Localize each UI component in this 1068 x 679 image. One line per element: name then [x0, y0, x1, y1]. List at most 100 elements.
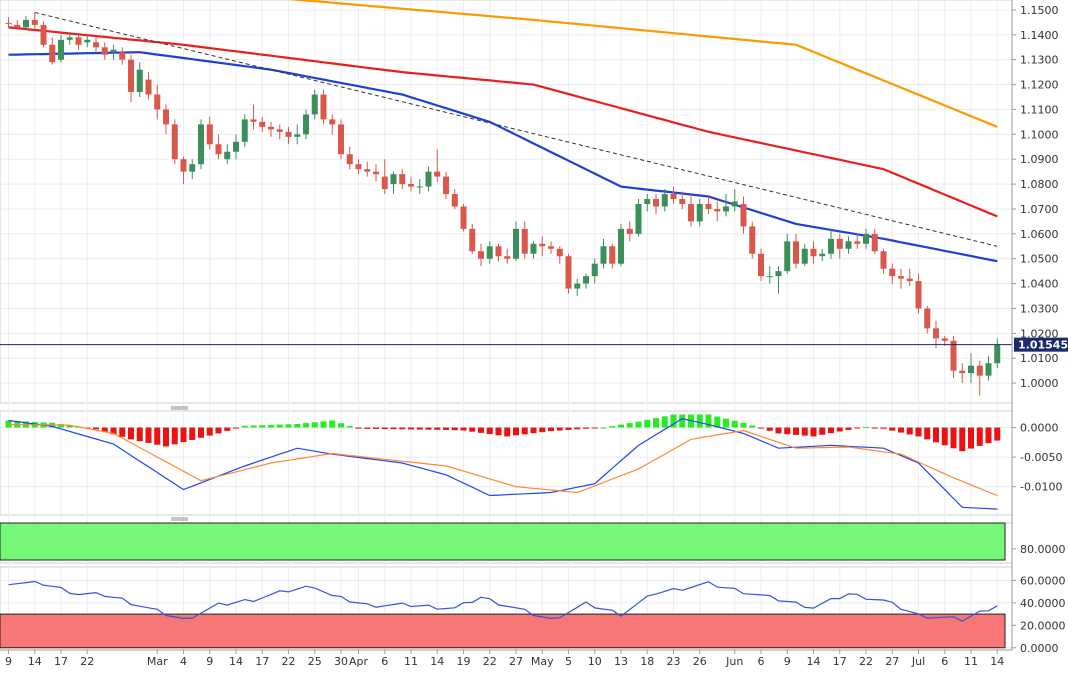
macd-histogram-bar — [731, 420, 738, 428]
candle-body — [189, 164, 196, 172]
candle-body — [224, 151, 231, 160]
candle-body — [31, 19, 38, 25]
macd-histogram-bar — [399, 427, 406, 430]
candle — [311, 89, 318, 120]
macd-histogram-bar — [145, 427, 152, 443]
candle-body — [924, 308, 931, 329]
candle — [381, 159, 388, 195]
candle — [66, 32, 73, 45]
candle — [740, 196, 747, 234]
macd-histogram-bar — [845, 427, 852, 430]
macd-histogram-bar — [819, 427, 826, 435]
candle-body — [985, 363, 992, 376]
candle — [968, 353, 974, 384]
moving-average-blue — [8, 51, 998, 263]
macd-histogram-bar — [994, 427, 1001, 441]
x-tick-label: 22 — [80, 655, 94, 668]
candle-body — [66, 37, 73, 40]
macd-histogram-bar — [836, 427, 843, 432]
candle-body — [14, 24, 21, 28]
candle-body — [898, 276, 904, 279]
candle — [898, 268, 904, 289]
candle — [723, 194, 729, 217]
price-tick-label: 1.0100 — [1020, 352, 1059, 365]
candle — [75, 34, 82, 50]
candle — [626, 221, 633, 242]
candle-body — [968, 365, 974, 374]
candle — [889, 263, 896, 284]
candle-body — [635, 203, 642, 234]
macd-histogram-bar — [320, 421, 327, 428]
macd-histogram-bar — [154, 427, 161, 445]
candle-body — [58, 39, 64, 60]
candle-body — [539, 243, 546, 247]
macd-histogram-bar — [338, 423, 344, 428]
candle-body — [801, 248, 808, 264]
macd-histogram-bar — [828, 427, 834, 434]
macd-tick-label: -0.0050 — [1020, 451, 1062, 464]
macd-histogram-bar — [224, 427, 231, 431]
candle-body — [513, 228, 519, 259]
candle — [23, 16, 29, 30]
x-tick-label: 17 — [833, 655, 847, 668]
candle-body — [889, 268, 896, 277]
macd-histogram-bar — [495, 427, 502, 436]
macd-histogram-bar — [565, 427, 572, 430]
candle — [801, 243, 808, 267]
candle — [521, 221, 528, 259]
candle-body — [653, 199, 659, 207]
macd-histogram-bar — [119, 427, 126, 437]
macd-histogram-bar — [5, 420, 12, 428]
macd-histogram-bar — [539, 427, 546, 433]
x-tick-label: 17 — [54, 655, 68, 668]
oscillator-line — [8, 580, 998, 622]
macd-histogram-bar — [303, 423, 309, 428]
macd-histogram-bar — [600, 427, 607, 429]
candle-body — [758, 253, 764, 277]
macd-histogram-bar — [801, 427, 808, 436]
x-tick-label: 22 — [483, 655, 497, 668]
candle — [189, 159, 196, 180]
x-tick-label: 9 — [206, 655, 213, 668]
candle-body — [119, 52, 126, 60]
macd-histogram-bar — [233, 427, 239, 429]
candle-body — [714, 208, 721, 212]
green-indicator-band — [0, 522, 1006, 561]
candle — [233, 134, 239, 160]
candle — [906, 268, 913, 287]
candle-body — [994, 344, 1001, 364]
macd-histogram-bar — [950, 427, 957, 449]
candle — [101, 42, 108, 60]
candle-body — [215, 144, 222, 155]
macd-histogram-bar — [941, 427, 948, 446]
x-tick-label: 27 — [885, 655, 899, 668]
candle-body — [451, 194, 458, 207]
oversold-band — [0, 613, 1006, 649]
candle — [128, 54, 134, 102]
candle-body — [469, 228, 476, 252]
candle-body — [93, 42, 99, 48]
candle — [810, 241, 817, 264]
x-tick-label: 22 — [282, 655, 296, 668]
macd-histogram-bar — [723, 418, 729, 428]
candle-body — [626, 228, 633, 234]
candle-body — [618, 228, 624, 264]
candle — [539, 236, 546, 257]
candle — [486, 241, 493, 264]
candle — [985, 355, 992, 381]
candle — [31, 12, 38, 29]
candle — [241, 114, 248, 147]
candle — [215, 134, 222, 160]
candle — [425, 166, 432, 192]
macd-histogram-bar — [871, 427, 878, 429]
x-tick-label: 26 — [693, 655, 707, 668]
x-tick-label: Mar — [147, 655, 168, 668]
candle — [670, 186, 677, 204]
candle-body — [565, 256, 572, 289]
x-tick-label: 14 — [430, 655, 444, 668]
candle — [5, 17, 12, 28]
candle-body — [145, 79, 152, 95]
macd-histogram-bar — [136, 427, 143, 442]
